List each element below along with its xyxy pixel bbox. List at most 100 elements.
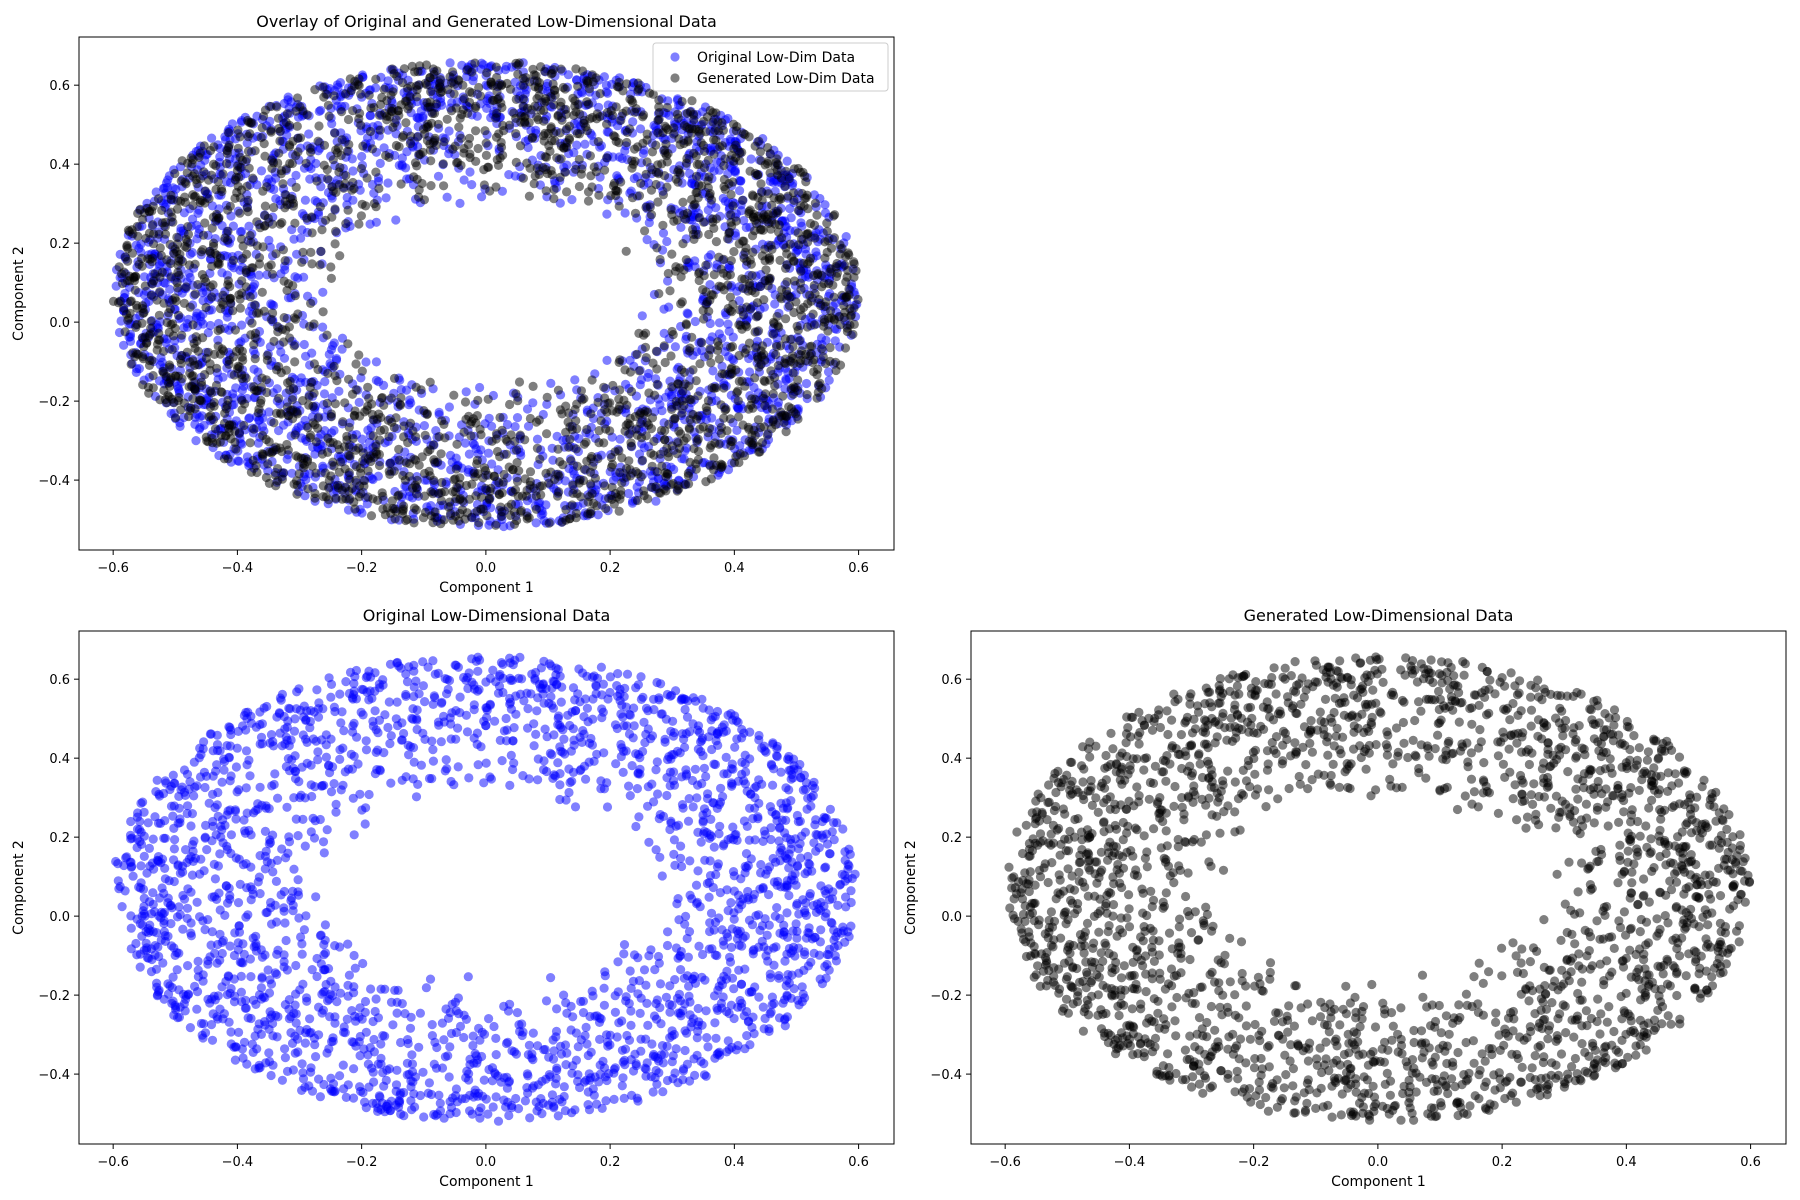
point [300, 195, 310, 205]
point [671, 396, 681, 407]
point [292, 489, 302, 499]
point [147, 253, 158, 263]
point [402, 96, 412, 106]
point [769, 319, 779, 329]
point [642, 135, 652, 145]
point [789, 188, 799, 198]
point [202, 436, 212, 446]
panel-original: −0.6 −0.4 −0.2 0.0 0.2 0.4 0.6−0.4−0.20.00.20.… [11, 606, 895, 1190]
point [549, 100, 559, 110]
point [735, 186, 745, 196]
point [279, 313, 289, 323]
point [357, 151, 367, 162]
point [594, 438, 604, 448]
point [758, 1002, 768, 1012]
point [241, 267, 251, 277]
point [188, 320, 198, 330]
point [333, 480, 343, 490]
point [287, 158, 297, 169]
point [781, 286, 792, 296]
point [615, 385, 625, 395]
point [414, 113, 424, 123]
point [651, 140, 661, 150]
point [237, 185, 247, 195]
point [291, 170, 301, 180]
point [318, 481, 328, 491]
point [542, 429, 552, 439]
point [231, 814, 241, 824]
point [218, 299, 228, 310]
point [371, 375, 381, 385]
point [828, 211, 839, 221]
point [356, 120, 366, 130]
point [139, 272, 149, 282]
point [367, 409, 377, 420]
point [496, 98, 506, 108]
point [295, 133, 306, 143]
point [185, 406, 195, 416]
point [212, 250, 222, 260]
point [396, 179, 406, 189]
point [776, 194, 786, 204]
point [349, 410, 359, 420]
point [344, 422, 354, 432]
point [809, 220, 820, 230]
point [712, 345, 723, 355]
point [693, 446, 704, 457]
point [566, 456, 576, 466]
point [701, 300, 711, 310]
point [820, 200, 830, 210]
point [685, 856, 695, 866]
point [636, 178, 646, 188]
point [676, 272, 686, 282]
point [491, 520, 501, 530]
point [133, 231, 143, 241]
x-tick-label: −0.4 [222, 561, 254, 576]
point [637, 455, 648, 465]
point [371, 167, 381, 177]
point [513, 491, 523, 501]
legend-label: Original Low-Dim Data [697, 50, 855, 66]
point [289, 313, 299, 323]
point [708, 214, 718, 224]
point [273, 113, 283, 123]
point [246, 237, 256, 247]
point [371, 74, 381, 84]
point [466, 431, 476, 441]
point [799, 258, 809, 268]
point [709, 149, 719, 159]
point [784, 301, 795, 311]
point [781, 374, 791, 384]
point [187, 371, 197, 381]
point [606, 106, 616, 116]
point [290, 430, 300, 440]
point [166, 258, 176, 269]
point [568, 93, 578, 103]
point [600, 481, 610, 491]
point [347, 154, 357, 164]
point [181, 282, 191, 292]
point [622, 137, 632, 148]
point [340, 482, 350, 492]
point [172, 232, 182, 242]
point [829, 292, 839, 302]
point [455, 198, 465, 208]
point [153, 339, 163, 349]
point [633, 469, 643, 479]
point [822, 218, 832, 228]
point [344, 374, 354, 384]
point [757, 438, 768, 448]
point [587, 112, 598, 123]
point [671, 262, 681, 272]
point [620, 365, 630, 375]
point [759, 295, 769, 305]
point [518, 94, 528, 104]
point [766, 366, 776, 376]
point [394, 444, 404, 454]
point [415, 1008, 425, 1018]
point [709, 166, 719, 176]
point [511, 129, 521, 139]
point [726, 217, 736, 227]
y-tick-label: 0.0 [49, 316, 70, 331]
point [382, 503, 392, 513]
